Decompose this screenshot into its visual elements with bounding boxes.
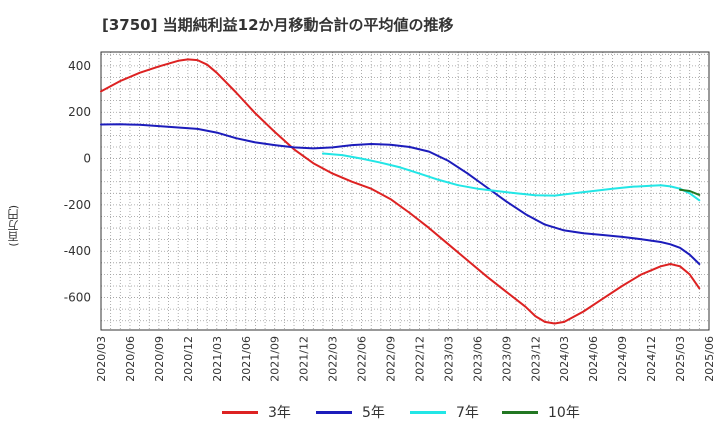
x-tick-label: 2022/12: [413, 336, 426, 382]
x-tick-label: 2020/03: [95, 336, 108, 382]
x-tick-label: 2021/06: [240, 336, 253, 382]
y-tick-label: 200: [68, 105, 91, 119]
x-tick-label: 2024/12: [645, 336, 658, 382]
series-line-3年: [100, 58, 701, 325]
x-tick-label: 2024/03: [558, 336, 571, 382]
x-tick-label: 2020/09: [153, 336, 166, 382]
x-tick-label: 2023/06: [471, 336, 484, 382]
x-tick-label: 2025/06: [703, 336, 716, 382]
legend-swatch: [316, 410, 352, 414]
x-tick-label: 2021/03: [211, 336, 224, 382]
legend-label: 5年: [362, 405, 385, 421]
chart-title: [3750] 当期純利益12か月移動合計の平均値の推移: [102, 16, 454, 34]
legend-item: 5年: [316, 402, 385, 422]
legend-swatch: [410, 410, 446, 414]
legend-swatch: [502, 410, 538, 414]
legend-swatch: [222, 410, 258, 414]
x-tick-label: 2020/06: [124, 336, 137, 382]
legend-label: 3年: [268, 405, 291, 421]
x-tick-label: 2023/03: [442, 336, 455, 382]
x-tick-label: 2020/12: [182, 336, 195, 382]
legend: 3年 5年 7年 10年: [0, 402, 720, 428]
series-line-7年: [322, 152, 701, 202]
x-tick-label: 2025/03: [674, 336, 687, 382]
chart-plot: 400 200 0 -200 -400 -600 2020/03 2020/06 2020/09…: [64, 51, 716, 382]
y-tick-label: -400: [64, 244, 91, 258]
x-tick-label: 2021/12: [298, 336, 311, 382]
legend-item: 10年: [502, 402, 580, 422]
x-tick-label: 2023/12: [529, 336, 542, 382]
series-line-5年: [100, 123, 701, 265]
y-tick-label: -600: [64, 291, 91, 305]
legend-label: 10年: [548, 405, 580, 421]
x-tick-label: 2024/06: [587, 336, 600, 382]
y-tick-label: 0: [83, 152, 91, 166]
x-tick-label: 2021/09: [269, 336, 282, 382]
plot-frame: [100, 51, 710, 331]
x-tick-label: 2023/09: [500, 336, 513, 382]
plot-area: [101, 52, 709, 330]
x-tick-label: 2022/06: [356, 336, 369, 382]
x-tick-label: 2022/03: [327, 336, 340, 382]
x-tick-label: 2022/09: [385, 336, 398, 382]
series-line-10年: [679, 188, 701, 196]
legend-label: 7年: [456, 405, 479, 421]
y-tick-label: -200: [64, 198, 91, 212]
legend-item: 7年: [410, 402, 479, 422]
y-tick-label: 400: [68, 59, 91, 73]
legend-item: 3年: [222, 402, 291, 422]
x-tick-label: 2024/09: [616, 336, 629, 382]
